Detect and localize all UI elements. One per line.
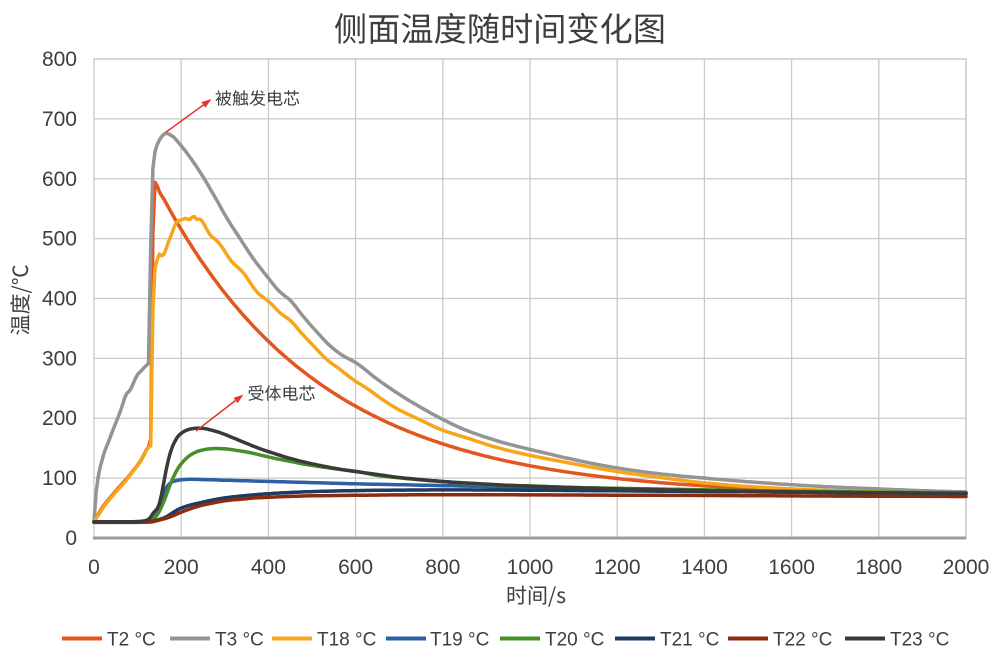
svg-text:800: 800 <box>425 556 460 579</box>
svg-text:400: 400 <box>42 288 77 311</box>
svg-text:1000: 1000 <box>507 556 554 579</box>
svg-text:T20 °C: T20 °C <box>545 630 604 651</box>
svg-text:1400: 1400 <box>681 556 728 579</box>
svg-text:700: 700 <box>42 108 77 131</box>
svg-text:200: 200 <box>42 407 77 430</box>
svg-text:300: 300 <box>42 347 77 370</box>
svg-text:2000: 2000 <box>943 556 990 579</box>
svg-text:T21 °C: T21 °C <box>660 630 719 651</box>
svg-text:100: 100 <box>42 467 77 490</box>
svg-text:T3 °C: T3 °C <box>215 630 264 651</box>
svg-text:T2 °C: T2 °C <box>107 630 156 651</box>
svg-text:0: 0 <box>65 527 77 550</box>
svg-text:T22 °C: T22 °C <box>773 630 832 651</box>
svg-text:500: 500 <box>42 228 77 251</box>
svg-text:1600: 1600 <box>768 556 815 579</box>
svg-text:T19 °C: T19 °C <box>430 630 489 651</box>
svg-text:600: 600 <box>338 556 373 579</box>
svg-text:400: 400 <box>251 556 286 579</box>
svg-text:1200: 1200 <box>594 556 641 579</box>
svg-text:800: 800 <box>42 48 77 71</box>
svg-text:600: 600 <box>42 168 77 191</box>
svg-text:T23 °C: T23 °C <box>890 630 949 651</box>
svg-text:1800: 1800 <box>855 556 902 579</box>
svg-text:200: 200 <box>164 556 199 579</box>
svg-text:0: 0 <box>88 556 100 579</box>
svg-text:T18 °C: T18 °C <box>317 630 376 651</box>
